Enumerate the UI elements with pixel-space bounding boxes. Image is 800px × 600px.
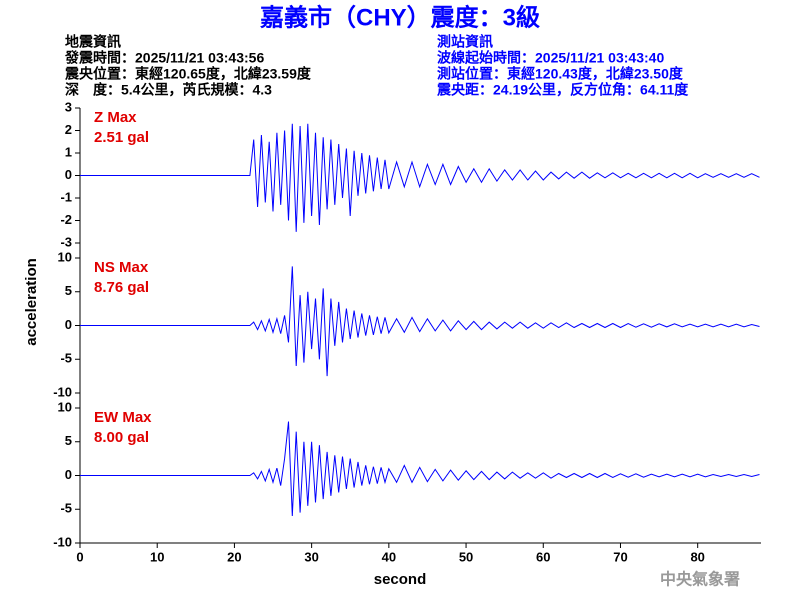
x-tick-label: 10 [150,549,164,564]
x-tick-label: 80 [690,549,704,564]
y-tick-label: -5 [60,501,72,516]
y-tick-label: -1 [60,189,72,204]
info-line: 震央位置：東經120.65度，北緯23.59度 [64,66,312,82]
y-tick-label: 0 [65,467,72,482]
info-line: 測站資訊 [437,34,493,50]
x-tick-label: 50 [459,549,473,564]
y-axis-label: acceleration [23,258,40,346]
annotation: EW Max [94,409,152,426]
y-tick-label: 0 [65,167,72,182]
y-tick-label: -10 [53,534,72,549]
x-tick-label: 60 [536,549,550,564]
x-axis-label: second [374,571,427,588]
event-info: 地震資訊 發震時間：2025/11/21 03:43:56 震央位置：東經120… [64,34,312,98]
y-tick-label: 3 [65,99,72,114]
x-tick-label: 20 [227,549,241,564]
y-tick-label: 2 [65,122,72,137]
x-tick-label: 30 [304,549,318,564]
y-tick-label: -3 [60,234,72,249]
y-tick-label: -5 [60,351,72,366]
info-line: 測站位置：東經120.43度，北緯23.50度 [437,66,684,82]
info-line: 震央距：24.19公里，反方位角：64.11度 [436,82,689,98]
info-line: 地震資訊 [65,34,121,50]
info-line: 深 度：5.4公里，芮氏規模：4.3 [65,82,272,98]
annotation: NS Max [94,259,149,276]
title: 嘉義市（CHY）震度：3級 [260,3,540,31]
x-tick-label: 40 [382,549,396,564]
annotation: 2.51 gal [94,129,149,146]
annotation: 8.00 gal [94,429,149,446]
info-line: 波線起始時間：2025/11/21 03:43:40 [437,50,664,66]
annotation: 8.76 gal [94,279,149,296]
footer: 中央氣象署 [660,570,740,589]
x-tick-label: 0 [76,549,83,564]
y-tick-label: 5 [65,433,72,448]
y-tick-label: 10 [58,249,72,264]
y-tick-label: 10 [58,399,72,414]
waveform [80,123,760,232]
waveform [80,266,760,377]
info-line: 發震時間：2025/11/21 03:43:56 [64,50,264,66]
y-tick-label: -10 [53,384,72,399]
station-info: 測站資訊 波線起始時間：2025/11/21 03:43:40 測站位置：東經1… [436,34,689,98]
annotation: Z Max [94,109,137,126]
y-tick-label: 5 [65,283,72,298]
y-tick-label: 0 [65,317,72,332]
y-tick-label: -2 [60,212,72,227]
y-tick-label: 1 [65,144,72,159]
x-tick-label: 70 [613,549,627,564]
waveform [80,421,760,517]
